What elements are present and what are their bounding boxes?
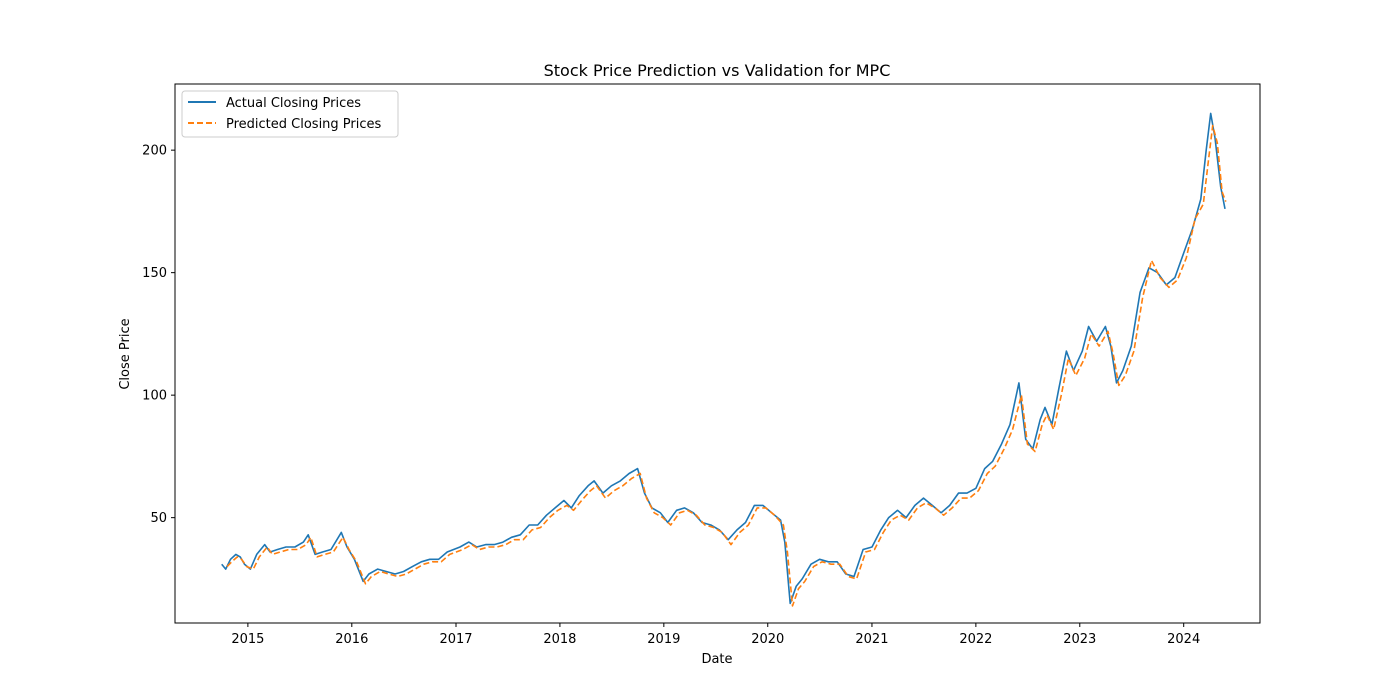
- y-axis-label: Close Price: [118, 318, 133, 389]
- x-tick-label: 2018: [543, 632, 576, 647]
- x-axis-label: Date: [701, 652, 732, 667]
- y-axis: 50 100 150 200: [142, 144, 175, 526]
- x-tick-label: 2022: [959, 632, 992, 647]
- y-tick-label: 100: [142, 389, 167, 404]
- legend-box: [181, 90, 399, 138]
- x-axis: 2015 2016 2017 2018 2019 2020 2021 2022 2023 2024: [231, 623, 1200, 647]
- y-tick-label: 200: [142, 144, 167, 159]
- x-tick-label: 2016: [335, 632, 368, 647]
- legend: Actual Closing Prices Predicted Closing …: [181, 90, 399, 138]
- series-line-predicted: [226, 124, 1227, 607]
- x-tick-label: 2020: [751, 632, 784, 647]
- x-tick-label: 2019: [647, 632, 680, 647]
- legend-label-actual: Actual Closing Prices: [226, 96, 361, 111]
- x-tick-label: 2023: [1063, 632, 1096, 647]
- y-tick-label: 150: [142, 266, 167, 281]
- x-tick-label: 2015: [231, 632, 264, 647]
- legend-label-predicted: Predicted Closing Prices: [226, 117, 382, 132]
- x-tick-label: 2024: [1167, 632, 1200, 647]
- chart-title: Stock Price Prediction vs Validation for…: [544, 61, 891, 80]
- y-tick-label: 50: [150, 511, 167, 526]
- x-tick-label: 2017: [439, 632, 472, 647]
- plot-frame: [174, 83, 1261, 624]
- x-tick-label: 2021: [855, 632, 888, 647]
- plot-area: [221, 112, 1227, 607]
